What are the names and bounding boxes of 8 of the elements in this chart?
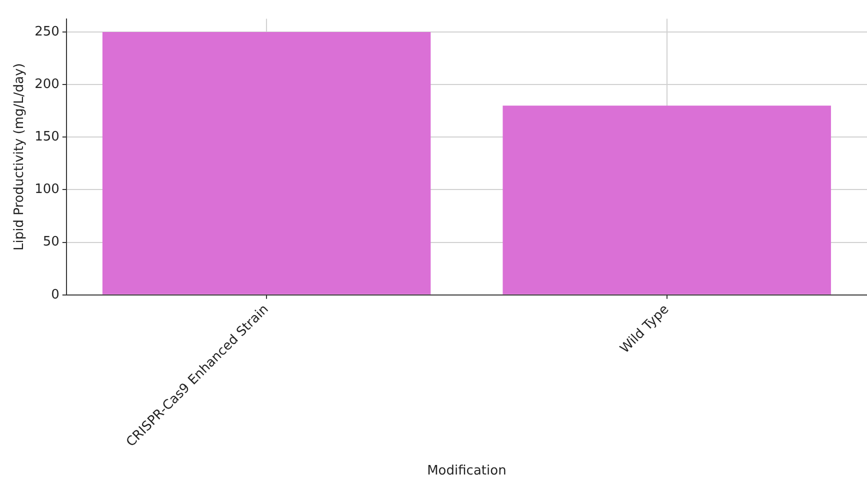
y-tick-label: 0: [51, 287, 60, 302]
y-tick-label: 150: [34, 130, 60, 145]
y-tick-label: 100: [34, 182, 60, 198]
y-axis-title: Lipid Productivity (mg/L/day): [12, 63, 28, 250]
y-tick-label: 250: [34, 24, 60, 40]
y-tick-label: 200: [34, 76, 60, 92]
x-axis-title: Modification: [427, 464, 506, 479]
y-tick-label: 50: [42, 234, 60, 250]
